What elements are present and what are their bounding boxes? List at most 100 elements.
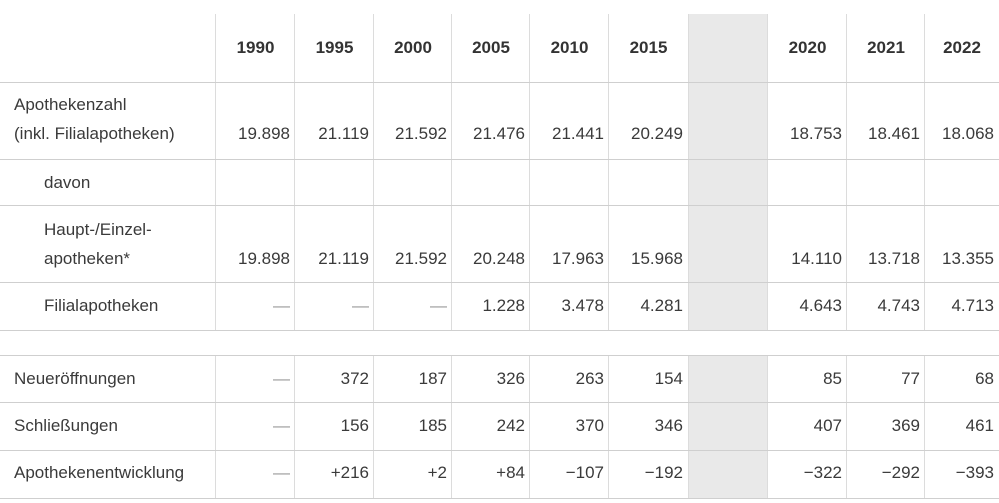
table-cell: 3.478 [561, 296, 604, 315]
table-cell: 18.461 [868, 124, 920, 143]
column-divider [688, 14, 689, 330]
table-cell: 21.592 [395, 124, 447, 143]
table-cell: +84 [496, 463, 525, 482]
column-divider [846, 355, 847, 498]
table-cell: 185 [418, 416, 447, 435]
table-cell: 263 [575, 369, 604, 388]
column-divider [215, 14, 216, 330]
table-cell: 18.753 [790, 124, 842, 143]
column-divider [767, 14, 768, 330]
table-cell: 372 [340, 369, 369, 388]
column-divider [215, 355, 216, 498]
table-cell: 19.898 [238, 249, 290, 268]
table-cell: 77 [901, 369, 920, 388]
table-cell: +2 [427, 463, 447, 482]
table-cell: 21.441 [552, 124, 604, 143]
table-cell: 369 [891, 416, 920, 435]
column-divider [608, 355, 609, 498]
table-cell: 14.110 [791, 249, 842, 268]
row-label: Apothekenentwicklung [14, 463, 185, 482]
row-divider [0, 330, 999, 331]
row-divider [0, 498, 999, 499]
table-cell: 13.355 [942, 249, 994, 268]
year-header-1995: 1995 [315, 38, 354, 57]
row-divider [0, 450, 999, 451]
table-cell: 20.248 [473, 249, 525, 268]
table-cell: 154 [654, 369, 683, 388]
table-cell: −292 [881, 463, 920, 482]
table-cell: 15.968 [631, 249, 683, 268]
table-cell: 187 [418, 369, 447, 388]
table-cell: 242 [496, 416, 525, 435]
gap-column-lower [688, 355, 768, 498]
row-divider [0, 205, 999, 206]
row-divider [0, 82, 999, 83]
row-divider [0, 282, 999, 283]
table-cell: 4.643 [799, 296, 842, 315]
table-cell: 326 [496, 369, 525, 388]
table-cell: — [273, 296, 290, 315]
year-header-2005: 2005 [472, 38, 510, 57]
row-divider [0, 355, 999, 356]
table-cell: 407 [813, 416, 842, 435]
table-cell: 4.281 [640, 296, 683, 315]
row-label: Neueröffnungen [14, 369, 136, 388]
table-cell: 18.068 [942, 124, 994, 143]
table-cell: — [352, 296, 369, 315]
row-label: davon [44, 173, 91, 192]
table-cell: 17.963 [552, 249, 604, 268]
table-cell: 4.743 [877, 296, 920, 315]
table-cell: 13.718 [868, 249, 920, 268]
year-header-2000: 2000 [394, 38, 432, 57]
column-divider [924, 355, 925, 498]
table-cell: −393 [955, 463, 994, 482]
row-label: apotheken* [44, 249, 131, 268]
column-divider [608, 14, 609, 330]
table-cell: 68 [975, 369, 994, 388]
row-label: Haupt-/Einzel- [44, 220, 152, 239]
year-header-2010: 2010 [550, 38, 589, 57]
column-divider [529, 14, 530, 330]
table-cell: 1.228 [482, 296, 525, 315]
column-divider [451, 14, 452, 330]
table-cell: −322 [803, 463, 842, 482]
table-cell: 4.713 [951, 296, 994, 315]
table-cell: 21.592 [395, 249, 447, 268]
year-header-2015: 2015 [629, 38, 668, 57]
table-cell: 370 [575, 416, 604, 435]
column-divider [846, 14, 847, 330]
table-cell: — [430, 296, 447, 315]
year-header-2020: 2020 [788, 38, 827, 57]
table-cell: 20.249 [631, 124, 683, 143]
table-cell: — [273, 463, 290, 482]
column-divider [294, 14, 295, 330]
table-cell: −192 [644, 463, 683, 482]
row-label: Schließungen [14, 416, 118, 435]
row-label: (inkl. Filialapotheken) [14, 124, 175, 143]
column-divider [924, 14, 925, 330]
table-cell: 21.119 [318, 249, 369, 268]
table-cell: — [273, 369, 290, 388]
row-divider [0, 159, 999, 160]
column-divider [529, 355, 530, 498]
table-cell: 21.119 [318, 124, 369, 143]
table-cell: −107 [565, 463, 604, 482]
table-cell: 19.898 [238, 124, 290, 143]
table-cell: — [273, 416, 290, 435]
column-divider [688, 355, 689, 498]
table-cell: 85 [823, 369, 842, 388]
row-label: Apothekenzahl [14, 95, 127, 114]
row-divider [0, 402, 999, 403]
year-header-2021: 2021 [867, 38, 905, 57]
table-cell: 346 [654, 416, 683, 435]
column-divider [373, 14, 374, 330]
table-cell: +216 [330, 463, 369, 482]
year-header-1990: 1990 [236, 38, 275, 57]
column-divider [373, 355, 374, 498]
table-cell: 21.476 [473, 124, 525, 143]
gap-column-upper [688, 14, 768, 330]
column-divider [451, 355, 452, 498]
row-label: Filialapotheken [44, 296, 159, 315]
table-cell: 461 [965, 416, 994, 435]
